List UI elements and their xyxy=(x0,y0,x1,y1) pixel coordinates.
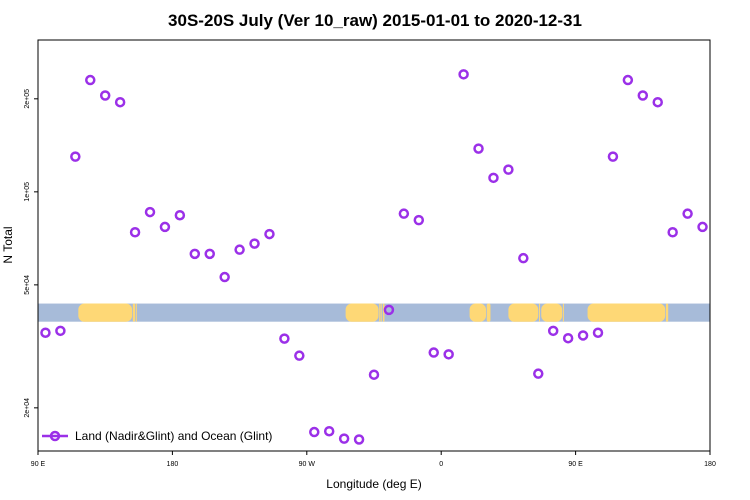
data-point xyxy=(592,327,604,338)
x-tick-label: 90 E xyxy=(31,461,46,468)
data-point xyxy=(309,426,320,438)
y-tick-label: 1e+05 xyxy=(24,182,31,202)
data-point xyxy=(85,74,96,86)
x-tick-label: 180 xyxy=(167,461,179,468)
data-point xyxy=(533,368,544,379)
y-axis: 2e+04 5e+04 1e+05 2e+05 xyxy=(24,89,38,418)
data-point xyxy=(622,74,634,86)
map-strip xyxy=(38,303,710,322)
land-segment xyxy=(665,303,669,322)
chart-title: 30S-20S July (Ver 10_raw) 2015-01-01 to … xyxy=(168,11,582,30)
x-tick-label: 0 xyxy=(439,461,443,468)
data-point xyxy=(652,96,663,108)
data-point xyxy=(279,333,290,344)
y-tick-label: 2e+05 xyxy=(24,89,31,109)
y-tick-label: 2e+04 xyxy=(24,398,31,418)
data-point xyxy=(488,172,499,184)
data-point xyxy=(473,143,484,154)
land-segment xyxy=(539,303,541,322)
data-point xyxy=(443,349,454,360)
land-segment xyxy=(132,303,136,322)
data-point xyxy=(577,330,589,341)
y-axis-label: N Total xyxy=(1,226,15,263)
land-segment xyxy=(562,303,564,322)
y-tick-label: 5e+04 xyxy=(24,275,31,295)
data-point xyxy=(249,238,260,249)
data-point xyxy=(368,369,380,380)
data-point xyxy=(174,209,186,221)
land-segment xyxy=(382,303,385,322)
data-point xyxy=(503,164,514,175)
x-axis-label: Longitude (deg E) xyxy=(326,477,421,491)
legend: Land (Nadir&Glint) and Ocean (Glint) xyxy=(42,429,272,443)
data-point xyxy=(383,304,395,316)
data-point xyxy=(413,214,425,226)
data-point xyxy=(697,221,708,233)
plot-frame xyxy=(37,39,711,452)
data-point xyxy=(398,208,410,219)
land-segment xyxy=(135,303,137,322)
data-point xyxy=(353,434,365,445)
data-point xyxy=(114,96,126,108)
x-axis: 90 E 180 90 W 0 90 E 180 xyxy=(31,451,716,468)
land-segment xyxy=(380,303,382,322)
land-segment xyxy=(587,303,666,322)
x-tick-label: 180 xyxy=(704,461,716,468)
data-point xyxy=(637,90,649,101)
land-segment xyxy=(78,303,133,322)
data-point xyxy=(189,248,201,260)
data-point xyxy=(338,433,350,444)
land-segment xyxy=(379,303,381,322)
data-point xyxy=(518,252,529,264)
land-segment xyxy=(345,303,379,322)
data-point xyxy=(562,332,574,344)
data-point xyxy=(428,347,439,358)
land-segment xyxy=(469,303,486,322)
data-point xyxy=(323,425,335,437)
data-point xyxy=(70,151,81,162)
legend-entry: Land (Nadir&Glint) and Ocean (Glint) xyxy=(75,429,272,443)
data-point xyxy=(547,325,559,337)
data-point xyxy=(99,90,111,101)
data-point xyxy=(219,271,230,283)
data-point xyxy=(55,325,66,337)
data-point xyxy=(667,227,678,238)
data-point xyxy=(144,206,156,218)
land-segment xyxy=(541,303,563,322)
legend-marker xyxy=(49,430,61,442)
data-point xyxy=(129,227,141,238)
data-points xyxy=(40,69,708,445)
data-point xyxy=(264,228,275,240)
data-point xyxy=(294,350,305,361)
data-point xyxy=(159,221,171,233)
land-segment xyxy=(486,303,491,322)
data-point xyxy=(458,69,469,80)
data-point xyxy=(607,151,619,162)
data-point xyxy=(682,208,693,219)
data-point xyxy=(234,244,245,255)
land-segment xyxy=(508,303,539,322)
x-tick-label: 90 W xyxy=(299,461,316,468)
data-point xyxy=(40,327,51,338)
x-tick-label: 90 E xyxy=(568,461,583,468)
data-point xyxy=(204,248,215,260)
